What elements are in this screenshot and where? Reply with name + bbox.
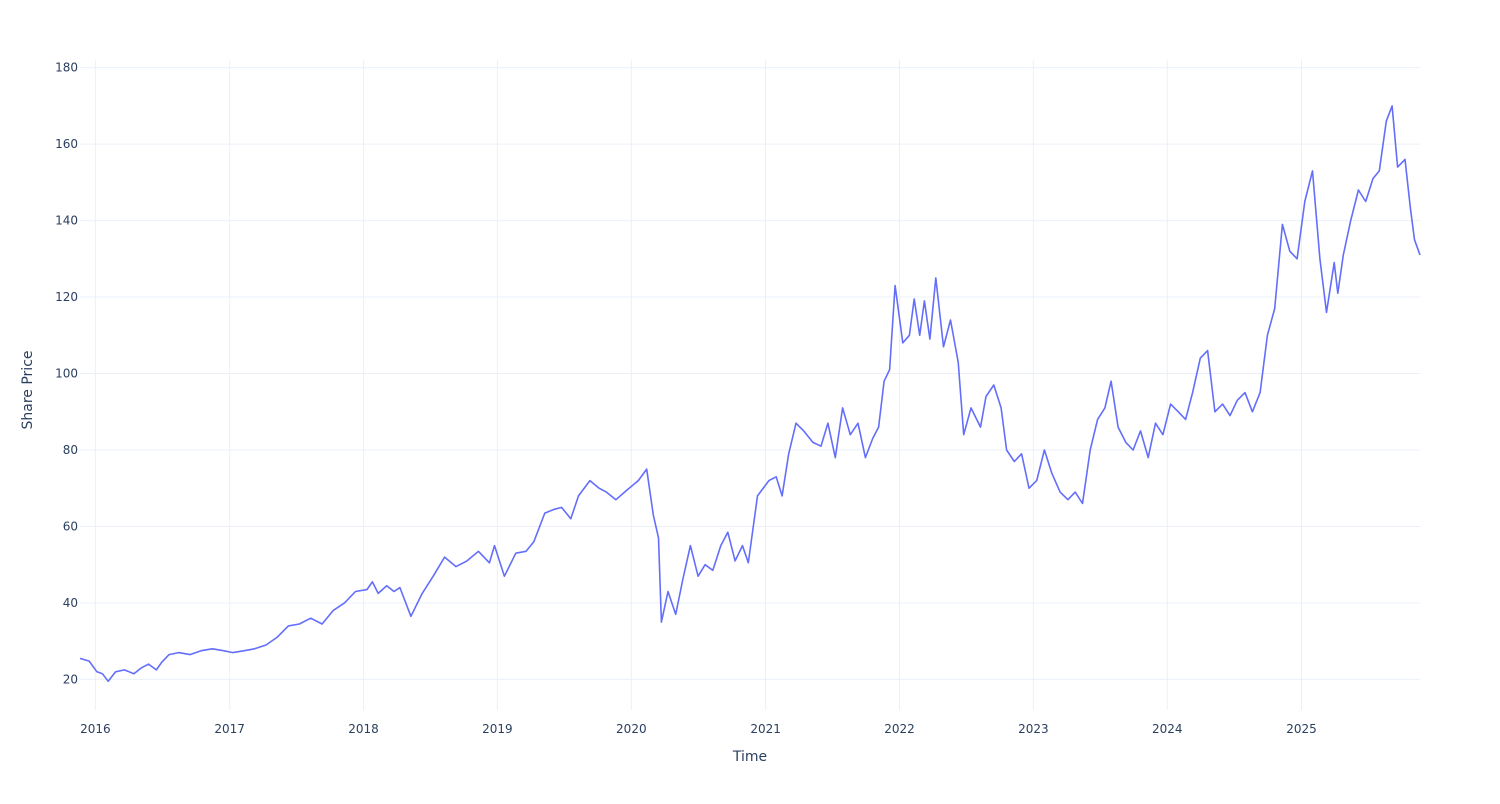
series-layer bbox=[79, 105, 1421, 683]
x-gridlines bbox=[94, 60, 1303, 710]
x-axis-title: Time bbox=[732, 749, 767, 765]
x-tick-label: 2017 bbox=[214, 722, 245, 736]
y-tick-label: 180 bbox=[55, 61, 78, 75]
x-tick-label: 2022 bbox=[884, 722, 915, 736]
y-tick-label: 20 bbox=[63, 672, 78, 686]
y-tick-label: 140 bbox=[55, 214, 78, 228]
x-tick-label: 2020 bbox=[616, 722, 647, 736]
y-tick-label: 80 bbox=[63, 443, 78, 457]
y-tick-label: 120 bbox=[55, 290, 78, 304]
x-tick-label: 2023 bbox=[1018, 722, 1049, 736]
y-gridlines bbox=[80, 67, 1420, 680]
y-tick-label: 60 bbox=[63, 519, 78, 533]
x-tick-label: 2019 bbox=[482, 722, 513, 736]
x-tick-labels: 2016 2017 2018 2019 2020 2021 2022 2023 2024 2025 bbox=[80, 722, 1317, 736]
y-axis-title: Share Price bbox=[20, 350, 36, 429]
share-price-line bbox=[79, 105, 1421, 683]
y-tick-label: 100 bbox=[55, 367, 78, 381]
x-tick-label: 2018 bbox=[348, 722, 379, 736]
y-tick-label: 160 bbox=[55, 137, 78, 151]
y-tick-label: 40 bbox=[63, 596, 78, 610]
x-tick-label: 2025 bbox=[1286, 722, 1317, 736]
x-tick-label: 2021 bbox=[750, 722, 781, 736]
x-tick-label: 2016 bbox=[80, 722, 111, 736]
x-tick-label: 2024 bbox=[1152, 722, 1183, 736]
y-tick-labels: 20 40 60 80 100 120 140 160 180 bbox=[55, 61, 78, 687]
